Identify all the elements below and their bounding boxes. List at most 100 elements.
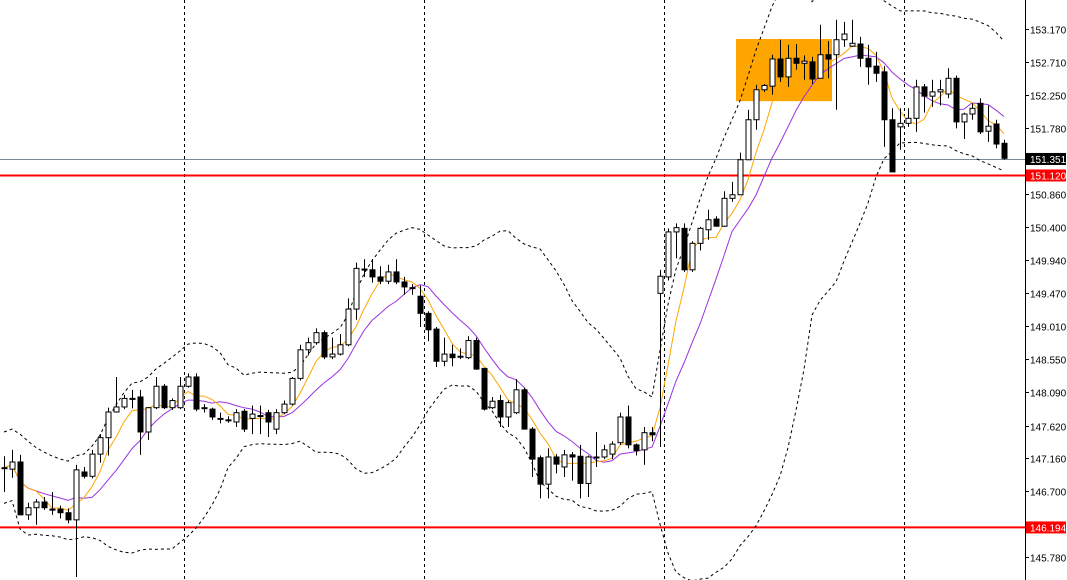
candle bbox=[225, 416, 232, 423]
candle bbox=[713, 216, 720, 227]
candle bbox=[929, 79, 936, 107]
candle-body-bullish bbox=[609, 443, 616, 455]
candle-body-bearish bbox=[865, 57, 872, 68]
candle bbox=[49, 491, 56, 515]
candle bbox=[345, 298, 352, 347]
candle bbox=[201, 404, 208, 413]
candle-body-bullish bbox=[289, 377, 296, 405]
y-tick-label: 153.170 bbox=[1030, 26, 1067, 37]
y-tick-label: 145.780 bbox=[1030, 554, 1067, 565]
candle bbox=[129, 389, 136, 409]
candle-body-bullish bbox=[257, 415, 264, 418]
candle bbox=[905, 108, 912, 127]
candle-body-bullish bbox=[305, 342, 312, 351]
candle-body-bearish bbox=[537, 457, 544, 485]
candle bbox=[89, 449, 96, 479]
candle bbox=[145, 406, 152, 440]
candle-body-bullish bbox=[129, 397, 136, 400]
y-tick-label: 149.940 bbox=[1030, 257, 1067, 268]
candle bbox=[753, 84, 760, 130]
candle bbox=[657, 269, 664, 447]
candle-body-bearish bbox=[241, 410, 248, 430]
level-price-tag bbox=[1026, 169, 1066, 182]
candle-body-bearish bbox=[857, 43, 864, 59]
candle-body-bullish bbox=[121, 397, 128, 408]
candle-body-bullish bbox=[801, 60, 808, 64]
candle bbox=[953, 75, 960, 129]
candle bbox=[33, 499, 40, 525]
candle bbox=[545, 448, 552, 499]
candle bbox=[233, 409, 240, 427]
axis-background bbox=[1025, 0, 1067, 580]
candle bbox=[961, 112, 968, 140]
candle bbox=[561, 449, 568, 477]
candle bbox=[625, 405, 632, 449]
candle-body-bullish bbox=[961, 113, 968, 123]
candle-body-bullish bbox=[561, 454, 568, 468]
candle bbox=[881, 66, 888, 147]
candle bbox=[553, 454, 560, 474]
candle bbox=[433, 326, 440, 367]
bollinger-lower-band bbox=[3, 141, 1005, 580]
candle bbox=[249, 405, 256, 435]
candle-body-bearish bbox=[921, 86, 928, 97]
candle-body-bullish bbox=[97, 437, 104, 455]
candle bbox=[273, 409, 280, 435]
candle bbox=[193, 373, 200, 412]
candle bbox=[377, 266, 384, 285]
candle bbox=[81, 466, 88, 479]
candle-body-bullish bbox=[705, 219, 712, 231]
candle-body-bullish bbox=[593, 456, 600, 459]
candle bbox=[721, 191, 728, 227]
candle-body-bearish bbox=[881, 71, 888, 121]
candle bbox=[737, 152, 744, 196]
candle bbox=[265, 409, 272, 437]
candle-body-bearish bbox=[553, 456, 560, 465]
candle-body-bearish bbox=[521, 389, 528, 430]
candle-body-bullish bbox=[441, 353, 448, 362]
current-price-label: 151.351 bbox=[1030, 155, 1067, 166]
candle-body-bearish bbox=[529, 428, 536, 460]
candle bbox=[361, 259, 368, 277]
candle bbox=[313, 328, 320, 345]
candle-body-bearish bbox=[569, 454, 576, 458]
candle-body-bearish bbox=[425, 312, 432, 331]
candle bbox=[921, 84, 928, 113]
candle bbox=[985, 105, 992, 142]
price-axis[interactable]: 153.170 152.710 152.250 151.780 150.860 150.4… bbox=[1025, 0, 1067, 580]
candle bbox=[441, 337, 448, 367]
candle-body-bullish bbox=[969, 107, 976, 115]
candle-body-bullish bbox=[849, 42, 856, 47]
candle bbox=[257, 405, 264, 435]
candle bbox=[825, 41, 832, 79]
candle bbox=[513, 379, 520, 415]
candle-body-bullish bbox=[113, 406, 120, 413]
candle bbox=[161, 384, 168, 410]
candle bbox=[393, 259, 400, 285]
candle bbox=[889, 108, 896, 173]
candle bbox=[153, 376, 160, 410]
candle bbox=[769, 54, 776, 95]
candle-body-bullish bbox=[345, 308, 352, 346]
candle bbox=[793, 44, 800, 70]
candle bbox=[409, 284, 416, 295]
candle-body-bearish bbox=[649, 432, 656, 436]
candle-body-bearish bbox=[193, 376, 200, 410]
candle bbox=[801, 55, 808, 80]
candle-body-bullish bbox=[145, 407, 152, 433]
candle-body-bearish bbox=[17, 461, 24, 516]
candles bbox=[1, 19, 1008, 578]
candle-body-bullish bbox=[201, 407, 208, 410]
candle-body-bearish bbox=[393, 271, 400, 283]
candle-body-bullish bbox=[641, 432, 648, 451]
candle bbox=[321, 330, 328, 360]
candle bbox=[57, 505, 64, 519]
candle bbox=[217, 412, 224, 424]
candle-body-bullish bbox=[73, 469, 80, 521]
candle-body-bullish bbox=[817, 54, 824, 79]
candle-body-bearish bbox=[681, 227, 688, 271]
candle bbox=[401, 276, 408, 295]
candle bbox=[521, 387, 528, 430]
candle-body-bullish bbox=[361, 268, 368, 271]
candle-body-bearish bbox=[137, 396, 144, 433]
